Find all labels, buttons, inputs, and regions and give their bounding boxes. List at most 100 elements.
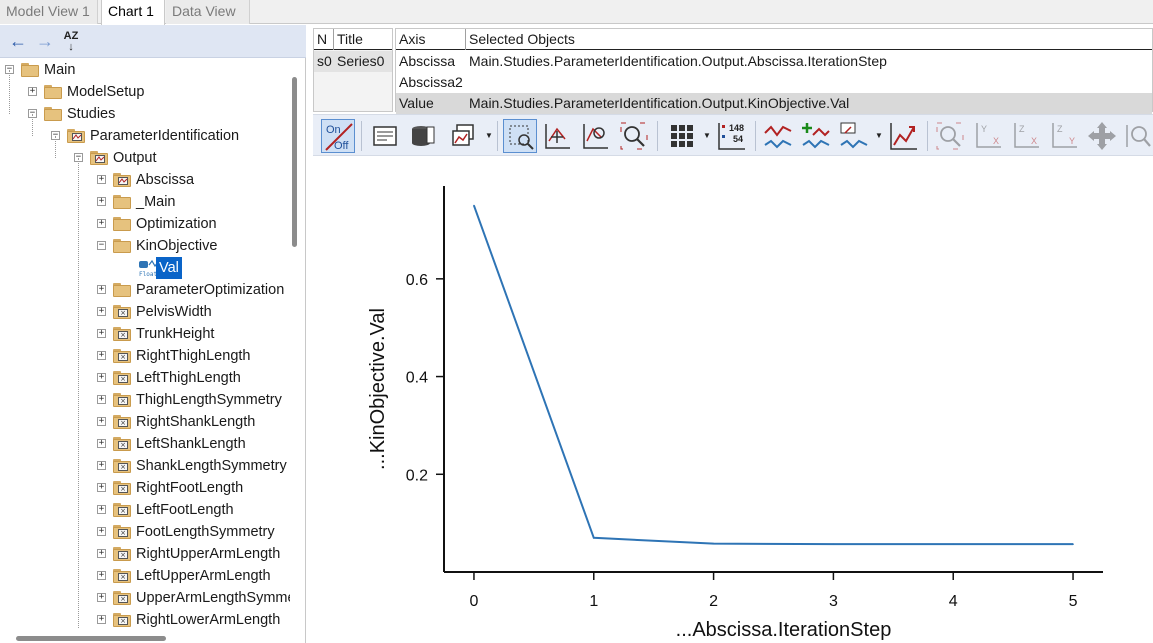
tree-item-output[interactable]: − Output [0, 147, 290, 169]
axis-row-abscissa2[interactable]: Abscissa2 [396, 72, 1152, 93]
trend-icon[interactable] [887, 119, 921, 153]
grid-dropdown-icon[interactable]: ▼ [703, 131, 711, 140]
folder-icon: × [113, 613, 131, 627]
tree-item-leaf[interactable]: + × RightLowerArmLength [0, 609, 290, 628]
counter-icon[interactable]: 148 54 [715, 119, 749, 153]
tab-data-view[interactable]: Data View [166, 0, 250, 24]
expand-icon[interactable]: + [97, 548, 106, 558]
expand-icon[interactable]: + [97, 174, 106, 184]
expand-icon[interactable]: + [97, 372, 106, 382]
tab-chart-1[interactable]: Chart 1 [101, 0, 165, 25]
grid-icon[interactable] [665, 119, 699, 153]
expand-icon[interactable]: + [97, 350, 106, 360]
tree-item-main[interactable]: − Main [0, 59, 290, 81]
tree-item-leaf[interactable]: + × PelvisWidth [0, 301, 290, 323]
expand-icon[interactable]: + [97, 526, 106, 536]
series-style-icon[interactable] [761, 119, 795, 153]
move-icon[interactable] [1085, 119, 1119, 153]
tree-item-leaf[interactable]: + ParameterOptimization [0, 279, 290, 301]
expand-icon[interactable]: + [97, 284, 106, 294]
expand-icon[interactable]: + [97, 614, 106, 624]
tree-item-parameteridentification[interactable]: − ParameterIdentification [0, 125, 290, 147]
collapse-icon[interactable]: − [97, 240, 106, 250]
expand-icon[interactable]: + [97, 592, 106, 602]
properties-icon[interactable] [367, 119, 401, 153]
tree-navigation-bar: ← → AZ ↓ [0, 25, 306, 58]
expand-icon[interactable]: + [97, 416, 106, 426]
expand-icon[interactable]: + [97, 438, 106, 448]
tree-item-label: Main [44, 62, 76, 78]
tree-item-leaf[interactable]: + × RightThighLength [0, 345, 290, 367]
expand-icon[interactable]: + [97, 394, 106, 404]
series-row[interactable]: s0 Series0 [314, 51, 392, 72]
chart-area[interactable]: 0 1 2 3 4 5 0.2 0.4 0.6 ...Abscissa.IterationStep… [313, 157, 1153, 643]
axis-row-value[interactable]: Value Main.Studies.ParameterIdentificati… [396, 93, 1152, 114]
tree-item-val[interactable]: Float Val [0, 257, 290, 279]
expand-icon[interactable]: + [97, 482, 106, 492]
arrow-left-icon[interactable]: ← [9, 31, 27, 51]
on-off-toggle-icon[interactable]: On Off [321, 119, 355, 153]
tree-horizontal-scrollbar[interactable] [16, 636, 166, 641]
pan-icon[interactable] [541, 119, 575, 153]
series-table-header: N Title [314, 29, 392, 50]
tree-item-leaf[interactable]: + × ShankLengthSymmetry [0, 455, 290, 477]
add-series-icon[interactable] [799, 119, 833, 153]
folder-icon: × [113, 437, 131, 451]
database-icon[interactable] [405, 119, 439, 153]
tree-item-leaf[interactable]: + × RightUpperArmLength [0, 543, 290, 565]
tree-item-studies[interactable]: − Studies [0, 103, 290, 125]
zoom-region-icon[interactable] [503, 119, 537, 153]
expand-icon[interactable]: + [28, 86, 37, 96]
tree-item-abscissa[interactable]: + Abscissa [0, 169, 290, 191]
expand-icon[interactable]: + [97, 196, 106, 206]
tree-item-leaf[interactable]: + × LeftThighLength [0, 367, 290, 389]
copy-chart-icon[interactable] [447, 119, 481, 153]
tree-item-leaf[interactable]: + × TrunkHeight [0, 323, 290, 345]
expand-icon[interactable]: + [97, 328, 106, 338]
copy-dropdown-icon[interactable]: ▼ [485, 131, 493, 140]
tree-connector [55, 136, 56, 158]
tree-item-optimization[interactable]: + Optimization [0, 213, 290, 235]
tree-item-label: LeftShankLength [136, 436, 246, 452]
tree-item-leaf[interactable]: + × ThighLengthSymmetry [0, 389, 290, 411]
tree-item-modelsetup[interactable]: + ModelSetup [0, 81, 290, 103]
tree-item-leaf[interactable]: + × LeftShankLength [0, 433, 290, 455]
tree-item-leaf[interactable]: + × LeftUpperArmLength [0, 565, 290, 587]
tree-item-leaf[interactable]: + × RightShankLength [0, 411, 290, 433]
edit-series-icon[interactable] [837, 119, 871, 153]
sort-az-icon[interactable]: AZ ↓ [60, 31, 82, 53]
tree-vertical-scrollbar[interactable] [292, 77, 297, 247]
tab-model-view-1[interactable]: Model View 1 [0, 0, 98, 24]
data-point [952, 543, 955, 545]
tree-item-kinobjective[interactable]: − KinObjective [0, 235, 290, 257]
tree-item-leaf[interactable]: + × FootLengthSymmetry [0, 521, 290, 543]
tree-item-label: LeftFootLength [136, 502, 234, 518]
tree-item-leaf[interactable]: + × LeftFootLength [0, 499, 290, 521]
expand-icon[interactable]: + [97, 460, 106, 470]
expand-icon[interactable]: + [97, 504, 106, 514]
axis-row-abscissa[interactable]: Abscissa Main.Studies.ParameterIdentific… [396, 51, 1152, 72]
series-col-title: Title [337, 31, 363, 47]
axis-col-selected-objects: Selected Objects [469, 31, 575, 47]
tree-item-label: UpperArmLengthSymmetry [136, 590, 290, 606]
zoom-icon[interactable] [617, 119, 651, 153]
tree-item-label: PelvisWidth [136, 304, 212, 320]
data-point [592, 536, 595, 539]
expand-icon[interactable]: + [97, 570, 106, 580]
axis-object: Main.Studies.ParameterIdentification.Out… [469, 53, 887, 69]
arrow-right-icon[interactable]: → [36, 31, 54, 51]
expand-icon[interactable]: + [97, 218, 106, 228]
edit-dropdown-icon[interactable]: ▼ [875, 131, 883, 140]
tree-item-leaf[interactable]: + × UpperArmLengthSymmetry [0, 587, 290, 609]
zoom-disabled-icon[interactable] [933, 119, 967, 153]
zoom-box-icon[interactable] [579, 119, 613, 153]
zoom-fit-icon[interactable] [1123, 119, 1153, 153]
expand-icon[interactable]: + [97, 306, 106, 316]
folder-icon [113, 239, 131, 253]
tree-item-label: FootLengthSymmetry [136, 524, 275, 540]
tree-item-leaf[interactable]: + × RightFootLength [0, 477, 290, 499]
tree-item-main-folder[interactable]: + _Main [0, 191, 290, 213]
